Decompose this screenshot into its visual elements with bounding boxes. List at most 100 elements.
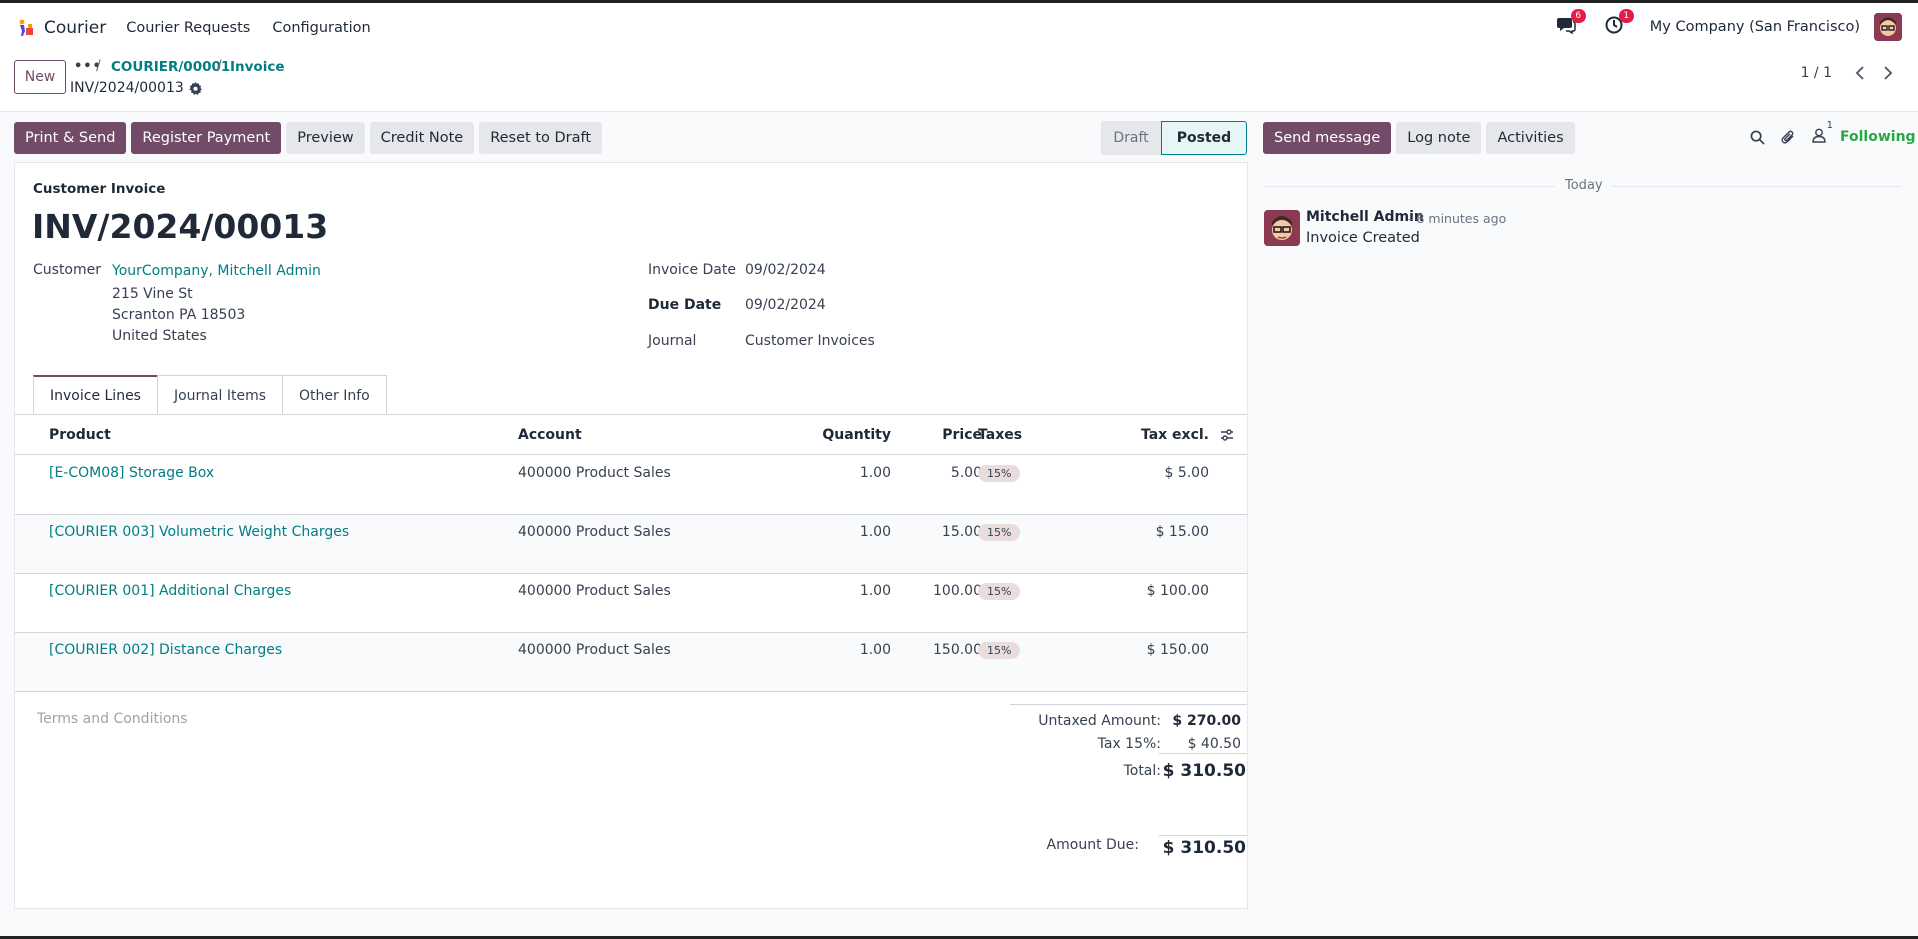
invoice-line-row[interactable]: [COURIER 002] Distance Charges 400000 Pr… [15, 633, 1247, 692]
top-navbar: Courier Courier Requests Configuration 6… [0, 0, 1918, 52]
activities-button[interactable]: Activities [1486, 122, 1575, 154]
customer-address-street: 215 Vine St [112, 286, 193, 302]
messages-badge: 6 [1570, 9, 1586, 23]
column-taxes[interactable]: Taxes [978, 427, 1023, 443]
chatter-actions: Send message Log note Activities [1263, 122, 1580, 154]
paperclip-icon[interactable] [1776, 124, 1800, 150]
notebook-tabs: Invoice Lines Journal Items Other Info [33, 375, 387, 415]
pager-value[interactable]: 1 / 1 [1800, 65, 1832, 81]
line-account[interactable]: 400000 Product Sales [518, 465, 671, 481]
user-avatar[interactable] [1874, 13, 1902, 41]
message-time: - 8 minutes ago [1408, 211, 1507, 226]
line-tax-badge: 15% [978, 465, 1021, 482]
credit-note-button[interactable]: Credit Note [369, 122, 475, 154]
status-draft[interactable]: Draft [1101, 121, 1161, 155]
followers-count: 1 [1826, 120, 1833, 131]
reset-to-draft-button[interactable]: Reset to Draft [479, 122, 603, 154]
line-product[interactable]: [COURIER 002] Distance Charges [49, 642, 283, 658]
column-product[interactable]: Product [49, 427, 111, 443]
customer-address-country: United States [112, 328, 207, 344]
invoice-line-row[interactable]: [COURIER 001] Additional Charges 400000 … [15, 574, 1247, 633]
column-account[interactable]: Account [518, 427, 582, 443]
menu-configuration[interactable]: Configuration [272, 19, 371, 36]
pager: 1 / 1 [1801, 60, 1902, 86]
breadcrumb-courier-request[interactable]: COURIER/00001 [111, 59, 231, 75]
line-price[interactable]: 15.00 [941, 524, 982, 540]
document-type: Customer Invoice [33, 181, 166, 197]
following-button[interactable]: Following [1840, 129, 1916, 145]
amount-due-divider [1159, 835, 1247, 836]
line-subtotal: $ 150.00 [1146, 642, 1209, 658]
untaxed-amount-value: $ 270.00 [1172, 713, 1241, 729]
breadcrumb-collapsed[interactable]: ••• [74, 59, 102, 74]
line-quantity[interactable]: 1.00 [859, 524, 891, 540]
register-payment-button[interactable]: Register Payment [131, 122, 282, 154]
messages-button[interactable]: 6 [1554, 9, 1586, 39]
line-product[interactable]: [E-COM08] Storage Box [49, 465, 215, 481]
status-bar: Draft Posted [1101, 121, 1247, 155]
line-price[interactable]: 100.00 [933, 583, 982, 599]
message-author-avatar[interactable] [1264, 210, 1300, 246]
lines-table-header: Product Account Quantity Price Taxes Tax… [15, 415, 1247, 455]
invoice-date-value[interactable]: 09/02/2024 [745, 262, 826, 278]
pager-next-button[interactable] [1874, 60, 1902, 86]
user-icon [1812, 128, 1826, 147]
line-subtotal: $ 15.00 [1155, 524, 1209, 540]
activities-button[interactable]: 1 [1602, 9, 1634, 39]
line-subtotal: $ 5.00 [1164, 465, 1209, 481]
tabs-divider [15, 414, 1247, 415]
print-send-button[interactable]: Print & Send [14, 122, 127, 154]
preview-button[interactable]: Preview [286, 122, 365, 154]
message-body: Invoice Created [1306, 230, 1420, 246]
log-note-button[interactable]: Log note [1396, 122, 1482, 154]
line-account[interactable]: 400000 Product Sales [518, 583, 671, 599]
line-tax-badge: 15% [978, 583, 1021, 600]
column-price[interactable]: Price [942, 427, 982, 443]
total-divider [1159, 753, 1247, 754]
line-quantity[interactable]: 1.00 [859, 583, 891, 599]
tab-other-info[interactable]: Other Info [282, 375, 387, 415]
tab-journal-items[interactable]: Journal Items [156, 375, 284, 415]
line-tax-badge: 15% [978, 524, 1021, 541]
customer-label: Customer [33, 262, 102, 278]
invoice-line-row[interactable]: [E-COM08] Storage Box 400000 Product Sal… [15, 456, 1247, 515]
pager-previous-button[interactable] [1846, 60, 1874, 86]
customer-link[interactable]: YourCompany, Mitchell Admin [112, 263, 321, 279]
app-name[interactable]: Courier [44, 17, 107, 38]
date-separator: Today [1264, 176, 1902, 196]
terms-and-conditions-input[interactable]: Terms and Conditions [37, 711, 188, 727]
totals-divider [1010, 704, 1247, 705]
amount-due-label: Amount Due: [1046, 837, 1139, 853]
column-tax-excluded[interactable]: Tax excl. [1140, 427, 1209, 443]
line-quantity[interactable]: 1.00 [859, 465, 891, 481]
followers-button[interactable]: 1 [1807, 120, 1833, 150]
send-message-button[interactable]: Send message [1263, 122, 1392, 154]
status-posted[interactable]: Posted [1161, 121, 1247, 155]
amount-due-value: $ 310.50 [1162, 838, 1246, 858]
optional-columns-icon[interactable] [1220, 428, 1234, 446]
invoice-line-row[interactable]: [COURIER 003] Volumetric Weight Charges … [15, 515, 1247, 574]
tab-invoice-lines[interactable]: Invoice Lines [33, 375, 158, 415]
chatter-tools: 1 Following [1745, 120, 1916, 150]
gear-icon[interactable] [188, 81, 202, 95]
line-price[interactable]: 150.00 [933, 642, 982, 658]
due-date-value[interactable]: 09/02/2024 [745, 297, 826, 313]
line-quantity[interactable]: 1.00 [859, 642, 891, 658]
line-product[interactable]: [COURIER 003] Volumetric Weight Charges [49, 524, 350, 540]
breadcrumb-invoice[interactable]: Invoice [230, 59, 285, 75]
line-price[interactable]: 5.00 [950, 465, 982, 481]
journal-label: Journal [648, 333, 697, 349]
line-account[interactable]: 400000 Product Sales [518, 642, 671, 658]
search-icon[interactable] [1745, 124, 1769, 150]
company-switcher[interactable]: My Company (San Francisco) [1649, 19, 1860, 35]
column-quantity[interactable]: Quantity [822, 427, 891, 443]
message-author[interactable]: Mitchell Admin [1306, 209, 1424, 225]
menu-courier-requests[interactable]: Courier Requests [126, 19, 251, 36]
line-product[interactable]: [COURIER 001] Additional Charges [49, 583, 292, 599]
line-tax-badge: 15% [978, 642, 1021, 659]
journal-value[interactable]: Customer Invoices [745, 333, 875, 349]
chevron-right-icon [1884, 66, 1893, 80]
new-button[interactable]: New [14, 60, 66, 94]
line-account[interactable]: 400000 Product Sales [518, 524, 671, 540]
app-brand[interactable]: Courier [16, 18, 126, 38]
